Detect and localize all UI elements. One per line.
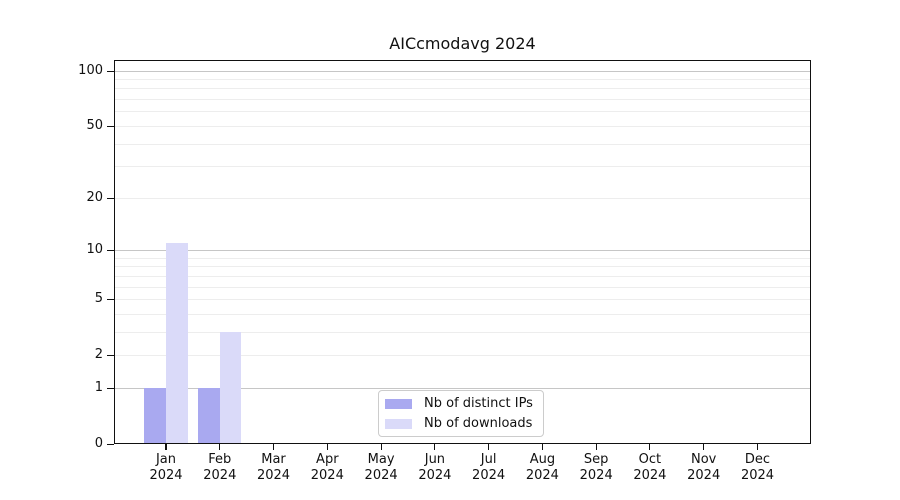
y-tick-mark [107, 249, 114, 252]
minor-gridline [114, 313, 811, 315]
y-tick-mark [107, 444, 114, 446]
x-tick-mark [756, 444, 759, 450]
minor-gridline [114, 143, 811, 145]
x-tick-mark [649, 444, 651, 450]
x-tick-mark [272, 444, 275, 450]
major-gridline [114, 249, 811, 251]
x-tick-mark [595, 444, 597, 450]
legend: Nb of distinct IPs Nb of downloads [378, 390, 544, 437]
x-tick-label: Nov 2024 [687, 452, 721, 483]
x-tick-mark [434, 444, 436, 450]
minor-gridline [114, 257, 811, 259]
y-tick-mark [107, 197, 114, 199]
x-tick-mark [165, 444, 167, 450]
legend-item-downloads: Nb of downloads [385, 415, 537, 432]
y-tick-label: 50 [86, 117, 103, 133]
y-tick-label: 10 [86, 241, 103, 257]
x-tick-label: Oct 2024 [633, 452, 667, 483]
minor-gridline [114, 299, 811, 300]
x-tick-label: Jun 2024 [418, 452, 452, 483]
minor-gridline [114, 125, 811, 127]
x-tick-label: May 2024 [364, 452, 398, 483]
y-tick-mark [107, 355, 114, 357]
x-tick-mark [219, 444, 221, 450]
y-tick-label: 0 [94, 436, 103, 451]
legend-label-downloads: Nb of downloads [424, 416, 533, 431]
x-tick-mark [326, 444, 328, 450]
y-tick-label: 20 [86, 189, 103, 205]
x-tick-mark [488, 444, 490, 450]
minor-gridline [114, 99, 811, 100]
minor-gridline [114, 286, 811, 288]
minor-gridline [114, 275, 811, 277]
minor-gridline [114, 266, 811, 268]
bar-jan-distinct-ips [144, 387, 166, 444]
minor-gridline [114, 88, 811, 90]
minor-gridline [114, 78, 811, 80]
y-tick-mark [107, 387, 114, 390]
y-tick-mark [107, 299, 114, 301]
x-tick-mark [541, 444, 543, 450]
y-tick-label: 2 [94, 347, 103, 363]
minor-gridline [114, 111, 811, 113]
y-tick-mark [107, 125, 114, 127]
minor-gridline [114, 331, 811, 333]
bar-jan-downloads [166, 242, 188, 444]
plot-area: Nb of distinct IPs Nb of downloads [114, 60, 811, 444]
x-tick-label: Feb 2024 [203, 452, 237, 483]
legend-item-distinct-ips: Nb of distinct IPs [385, 395, 537, 412]
y-tick-label: 1 [94, 379, 103, 395]
x-tick-label: Apr 2024 [310, 452, 344, 483]
y-tick-mark [107, 70, 114, 72]
legend-label-distinct-ips: Nb of distinct IPs [424, 396, 533, 411]
x-tick-label: Sep 2024 [579, 452, 613, 483]
minor-gridline [114, 166, 811, 168]
minor-gridline [114, 197, 811, 199]
x-tick-mark [380, 444, 382, 450]
major-gridline [114, 387, 811, 389]
legend-swatch-downloads-icon [385, 418, 412, 429]
bar-feb-downloads [219, 331, 242, 444]
bar-feb-distinct-ips [198, 387, 220, 444]
y-tick-label: 5 [94, 291, 103, 306]
x-tick-label: Jul 2024 [472, 452, 506, 483]
legend-swatch-distinct-ips-icon [385, 398, 412, 409]
major-gridline [114, 70, 811, 72]
minor-gridline [114, 355, 811, 357]
x-tick-mark [703, 444, 705, 450]
x-tick-label: Dec 2024 [740, 452, 775, 483]
y-tick-label: 100 [78, 62, 103, 78]
x-tick-label: Aug 2024 [525, 452, 559, 483]
x-tick-label: Mar 2024 [256, 452, 291, 483]
x-tick-label: Jan 2024 [149, 452, 183, 483]
chart-title: AICcmodavg 2024 [389, 34, 536, 53]
